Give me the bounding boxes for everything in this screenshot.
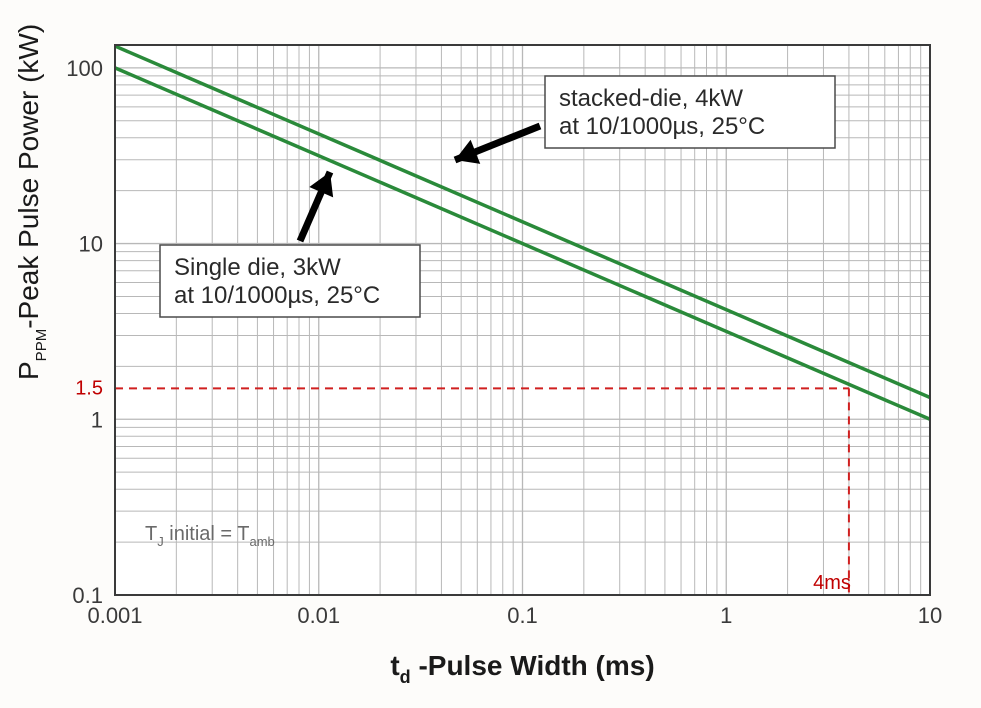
annotation-single-line1: Single die, 3kW bbox=[174, 254, 341, 281]
y-tick-label: 10 bbox=[79, 232, 103, 257]
chart-svg: 0.0010.010.11100.11101001.54msPPPM-Peak … bbox=[0, 0, 981, 708]
ref-y-label: 1.5 bbox=[75, 377, 103, 399]
y-tick-label: 1 bbox=[91, 407, 103, 432]
y-tick-label: 0.1 bbox=[72, 583, 103, 608]
x-tick-label: 10 bbox=[918, 603, 942, 628]
annotation-stacked-line1: stacked-die, 4kW bbox=[559, 85, 743, 112]
chart-container: 0.0010.010.11100.11101001.54msPPPM-Peak … bbox=[0, 0, 981, 708]
annotation-stacked-line2: at 10/1000µs, 25°C bbox=[559, 113, 765, 140]
x-tick-label: 0.01 bbox=[297, 603, 340, 628]
annotation-single-line2: at 10/1000µs, 25°C bbox=[174, 282, 380, 309]
x-tick-label: 1 bbox=[720, 603, 732, 628]
x-tick-label: 0.1 bbox=[507, 603, 538, 628]
y-tick-label: 100 bbox=[66, 56, 103, 81]
ref-x-label: 4ms bbox=[813, 572, 851, 594]
